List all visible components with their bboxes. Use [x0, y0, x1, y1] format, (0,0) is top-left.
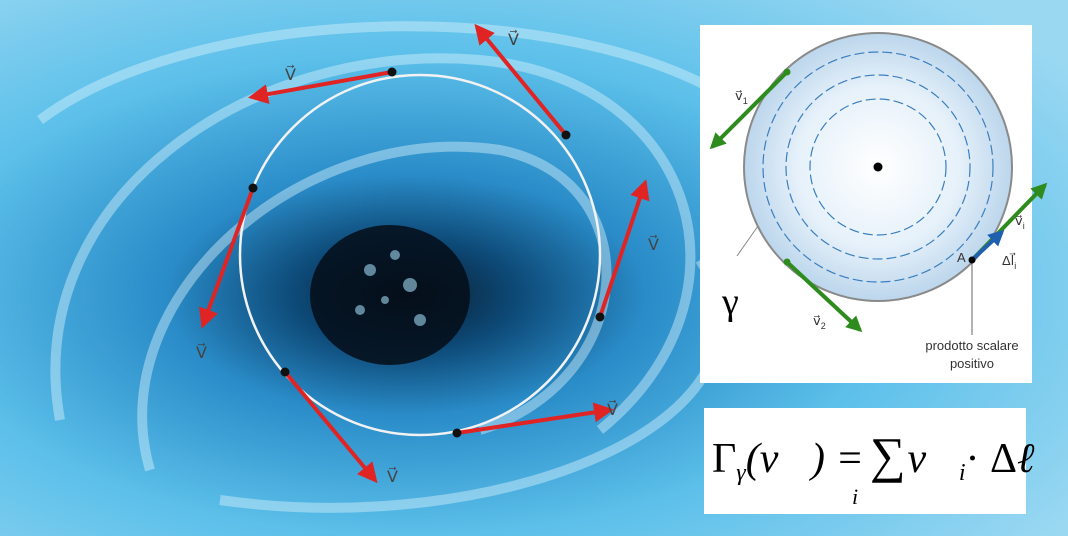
vector-label: V⃗ — [387, 466, 398, 486]
vector-label: V⃗ — [607, 399, 618, 419]
note: positivo — [950, 356, 994, 371]
point-label: A — [957, 250, 966, 265]
vector-label: V⃗ — [648, 234, 659, 254]
note: prodotto scalare — [925, 338, 1018, 353]
vector-label: V⃗ — [285, 64, 296, 84]
vector-label: V⃗ — [196, 342, 207, 362]
sum-index: i — [852, 484, 858, 509]
diagram-panel: v⃗1 v⃗2 v⃗i Δl⃗i A γ prodotto scalare po… — [700, 25, 1045, 383]
curve-label: γ — [721, 281, 739, 323]
slide: V⃗ V⃗ V⃗ V⃗ V⃗ V⃗ v⃗1 v⃗2 v⃗i Δl⃗i A γ p… — [0, 0, 1068, 536]
formula: Γγ(v⃗) =∑v⃗i· Δℓ⃗i≠ 0 — [712, 427, 1068, 486]
formula-box: Γγ(v⃗) =∑v⃗i· Δℓ⃗i≠ 0 i — [704, 408, 1068, 514]
vector-label: V⃗ — [508, 29, 519, 49]
